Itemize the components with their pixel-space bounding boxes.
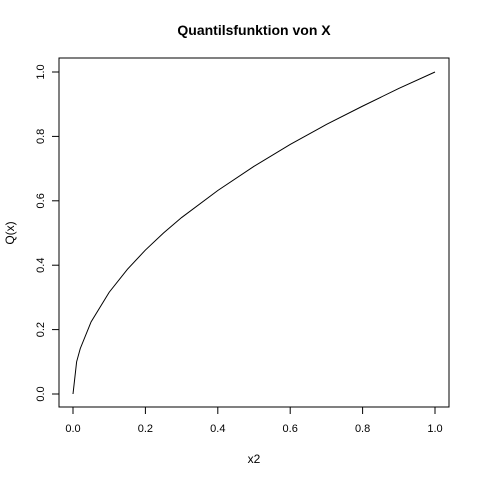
x-tick-label: 0.0 [65,423,80,435]
x-tick-label: 0.6 [283,423,298,435]
y-axis-ticks: 0.0 0.2 0.4 0.6 0.8 1.0 [35,64,59,402]
y-tick-label: 0.2 [35,322,47,337]
y-tick-label: 0.8 [35,129,47,144]
x-tick-label: 0.8 [355,423,370,435]
y-tick-label: 0.4 [35,258,47,273]
x-axis-label: x2 [248,452,261,466]
y-tick-label: 1.0 [35,64,47,79]
x-axis-ticks: 0.0 0.2 0.4 0.6 0.8 1.0 [65,407,443,435]
y-axis-label: Q(x) [3,221,17,244]
quantile-curve [72,71,436,395]
y-tick-label: 0.6 [35,193,47,208]
x-tick-label: 0.2 [138,423,153,435]
x-tick-label: 1.0 [427,423,442,435]
y-tick-label: 0.0 [35,386,47,401]
plot-frame [58,57,450,408]
chart-title: Quantilsfunktion von X [177,22,331,38]
x-tick-label: 0.4 [210,423,225,435]
